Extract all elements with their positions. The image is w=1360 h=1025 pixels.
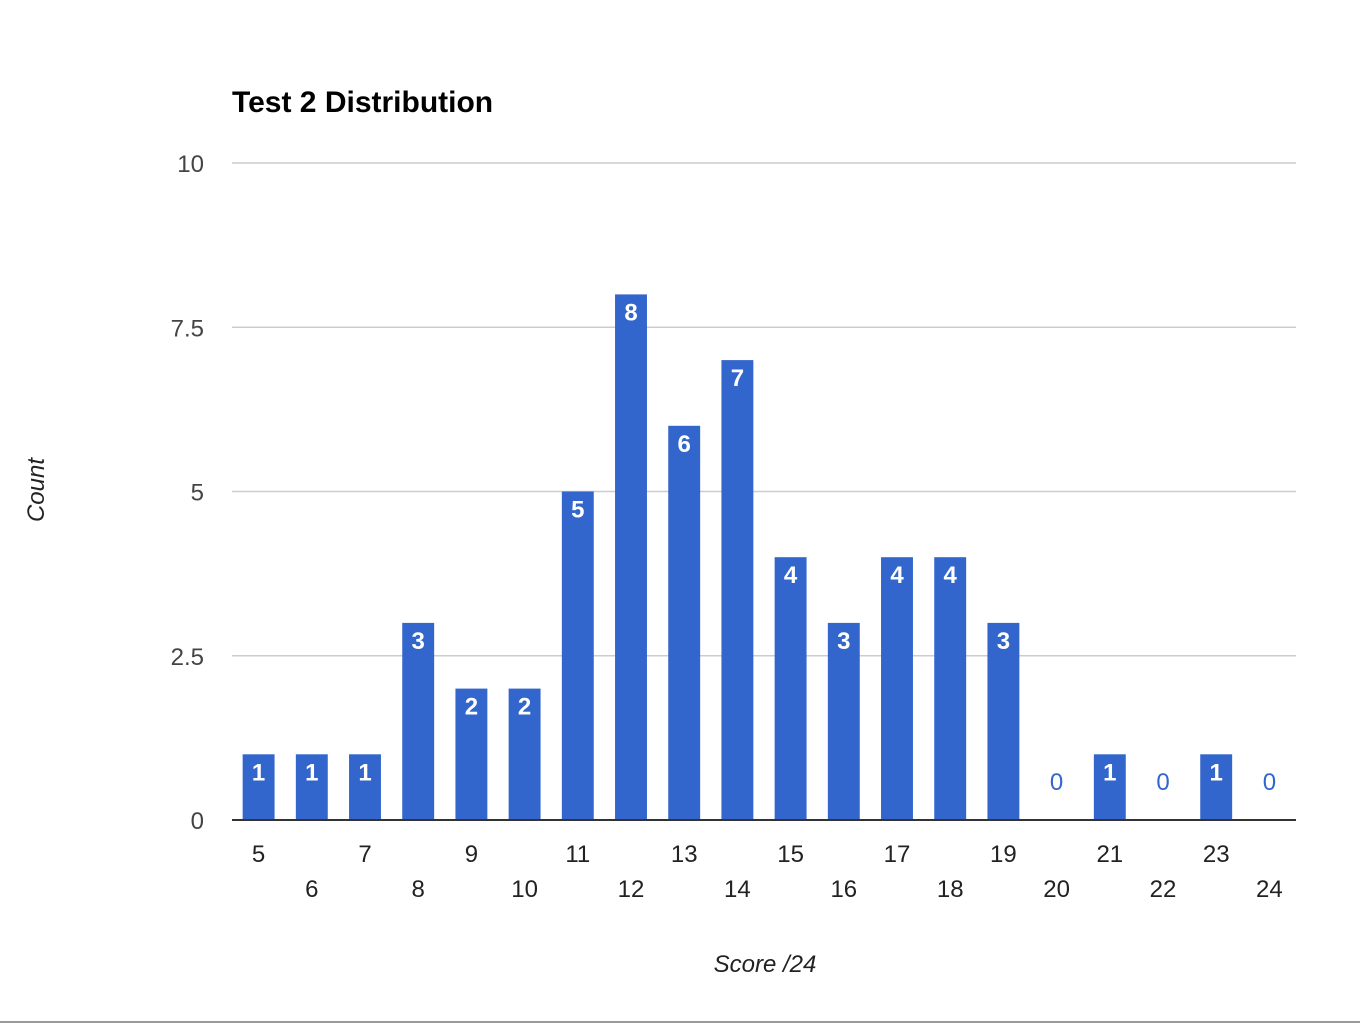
- y-tick-label: 10: [177, 151, 204, 178]
- bar: [615, 294, 647, 820]
- data-label: 7: [731, 365, 744, 392]
- x-tick-label: 20: [1043, 876, 1070, 903]
- x-axis-ticks: 5 6 7 8 9 10 11 12 13 14 15 16 17 18 19 20 21 22 23 24: [252, 841, 1283, 903]
- data-label: 1: [1210, 759, 1223, 786]
- data-label: 4: [944, 562, 958, 589]
- x-tick-label: 9: [465, 841, 478, 868]
- bars: [242, 294, 1233, 820]
- data-label: 8: [624, 299, 637, 326]
- data-label: 0: [1156, 769, 1169, 796]
- x-tick-label: 5: [252, 841, 265, 868]
- data-label: 4: [890, 562, 904, 589]
- x-tick-label: 19: [990, 841, 1017, 868]
- data-label: 1: [252, 759, 265, 786]
- bar: [774, 557, 807, 820]
- data-label: 0: [1050, 769, 1063, 796]
- bar: [1200, 754, 1233, 820]
- x-tick-label: 14: [724, 876, 751, 903]
- x-axis-title: Score /24: [714, 951, 817, 978]
- bar: [561, 491, 594, 820]
- gridlines: [232, 162, 1296, 657]
- y-tick-label: 0: [191, 808, 204, 835]
- x-tick-label: 11: [565, 841, 590, 868]
- data-labels: 1 1 1 3 2 2 5 8 6 7 4 3 4 4 3 0 1 0 1 0: [252, 299, 1276, 796]
- data-label: 0: [1263, 769, 1276, 796]
- bar: [295, 754, 328, 820]
- bar: [402, 622, 435, 820]
- x-tick-label: 6: [305, 876, 318, 903]
- data-label: 1: [1103, 759, 1116, 786]
- x-tick-label: 23: [1203, 841, 1230, 868]
- bar: [827, 622, 860, 820]
- x-tick-label: 21: [1096, 841, 1123, 868]
- data-label: 3: [997, 628, 1010, 655]
- bar: [349, 754, 381, 820]
- bar: [455, 688, 488, 820]
- y-tick-label: 2.5: [171, 644, 204, 671]
- x-tick-label: 15: [777, 841, 804, 868]
- y-tick-label: 7.5: [171, 315, 204, 342]
- data-label: 4: [784, 562, 798, 589]
- x-tick-label: 22: [1150, 876, 1177, 903]
- data-label: 2: [518, 694, 531, 721]
- y-axis-ticks: 0 2.5 5 7.5 10: [171, 151, 204, 835]
- data-label: 1: [305, 759, 318, 786]
- data-label: 5: [571, 497, 584, 524]
- data-label: 6: [678, 431, 691, 458]
- bar: [934, 557, 967, 820]
- y-axis-title: Count: [23, 457, 50, 522]
- x-tick-label: 24: [1256, 876, 1283, 903]
- bar: [508, 688, 541, 820]
- bar: [668, 425, 701, 820]
- x-tick-label: 8: [412, 876, 425, 903]
- bottom-divider: [0, 1021, 1360, 1023]
- data-label: 3: [837, 628, 850, 655]
- data-label: 3: [412, 628, 425, 655]
- bar: [881, 557, 913, 820]
- bar: [987, 622, 1020, 820]
- data-label: 1: [358, 759, 371, 786]
- x-tick-label: 18: [937, 876, 964, 903]
- bar: [721, 360, 754, 820]
- x-tick-label: 7: [358, 841, 371, 868]
- x-tick-label: 17: [884, 841, 911, 868]
- bar: [1093, 754, 1126, 820]
- data-label: 2: [465, 694, 478, 721]
- x-tick-label: 16: [830, 876, 857, 903]
- chart-title: Test 2 Distribution: [232, 86, 493, 119]
- bar: [242, 754, 275, 820]
- x-tick-label: 12: [618, 876, 645, 903]
- y-tick-label: 5: [191, 480, 204, 507]
- x-tick-label: 13: [671, 841, 698, 868]
- x-tick-label: 10: [511, 876, 538, 903]
